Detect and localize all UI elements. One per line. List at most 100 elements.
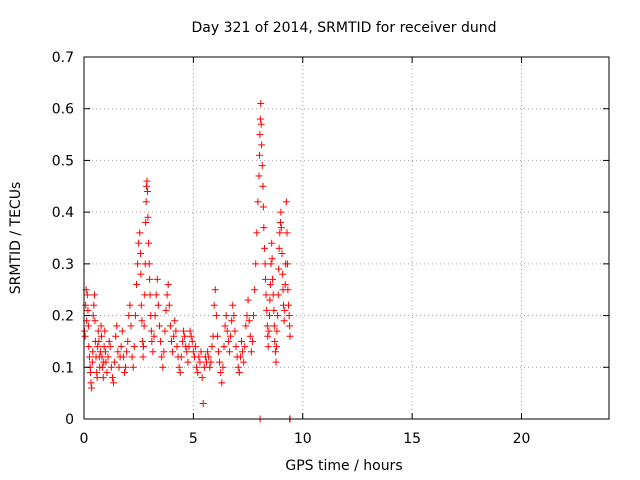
data-point — [270, 306, 278, 314]
data-point — [208, 343, 216, 351]
data-point — [138, 317, 146, 325]
data-point — [220, 343, 228, 351]
data-point — [162, 306, 170, 314]
data-point — [260, 244, 268, 252]
data-point — [230, 312, 238, 320]
x-tick-label: 15 — [403, 431, 421, 447]
data-point — [178, 337, 186, 345]
data-point — [225, 348, 233, 356]
data-point — [101, 348, 109, 356]
data-point — [177, 353, 185, 361]
data-point — [85, 353, 93, 361]
data-point — [136, 250, 144, 258]
data-point — [274, 291, 282, 299]
data-point — [103, 368, 111, 376]
data-point — [255, 172, 263, 180]
y-tick-label: 0.1 — [52, 360, 74, 376]
data-point — [161, 327, 169, 335]
data-point — [155, 322, 163, 330]
data-point — [186, 327, 194, 335]
data-point — [213, 332, 221, 340]
data-point — [160, 348, 168, 356]
y-tick-label: 0.2 — [52, 309, 74, 325]
data-point — [134, 260, 142, 268]
data-point — [264, 343, 272, 351]
data-point — [275, 244, 283, 252]
data-point — [270, 322, 278, 330]
data-point — [229, 301, 237, 309]
data-point — [271, 337, 279, 345]
data-point — [84, 322, 92, 330]
data-point — [180, 327, 188, 335]
data-point — [261, 260, 269, 268]
data-point — [139, 337, 147, 345]
data-point — [251, 286, 259, 294]
data-point — [267, 260, 275, 268]
data-point — [173, 343, 181, 351]
data-point — [85, 343, 93, 351]
data-point — [195, 353, 203, 361]
data-point — [262, 291, 270, 299]
data-point — [276, 218, 284, 226]
data-point — [123, 348, 131, 356]
data-point — [236, 353, 244, 361]
data-point — [285, 301, 293, 309]
data-point — [266, 312, 273, 320]
data-point — [257, 120, 265, 128]
data-point — [219, 363, 227, 371]
data-point — [175, 363, 183, 371]
data-point — [211, 286, 219, 294]
data-point — [176, 368, 184, 376]
data-point — [204, 348, 212, 356]
data-point — [183, 348, 191, 356]
data-point — [265, 327, 273, 335]
y-tick-label: 0.5 — [52, 153, 74, 169]
data-point — [266, 281, 274, 289]
data-point — [122, 363, 130, 371]
data-point — [221, 322, 229, 330]
data-point — [217, 368, 225, 376]
data-point — [244, 296, 252, 304]
data-point — [100, 343, 108, 351]
data-point — [234, 363, 242, 371]
data-point — [142, 198, 150, 206]
data-point — [97, 322, 105, 330]
data-point — [198, 374, 206, 382]
x-tick-label: 10 — [294, 431, 312, 447]
data-point — [90, 301, 98, 309]
data-point — [106, 343, 114, 351]
data-point — [255, 151, 263, 159]
y-tick-label: 0.3 — [52, 257, 74, 273]
data-point — [140, 343, 147, 351]
data-point — [137, 270, 145, 278]
x-tick-label: 0 — [80, 431, 89, 447]
data-point — [147, 327, 155, 335]
data-point — [227, 332, 235, 340]
data-point — [87, 368, 95, 376]
y-tick-label: 0.7 — [52, 50, 74, 66]
data-point — [168, 337, 175, 345]
data-point — [172, 327, 180, 335]
data-point — [149, 348, 157, 356]
data-point — [93, 374, 101, 382]
data-point — [128, 353, 136, 361]
data-point — [181, 332, 189, 340]
data-point — [185, 343, 193, 351]
data-point — [108, 374, 116, 382]
data-point — [262, 275, 270, 283]
data-point — [94, 343, 102, 351]
data-point — [139, 353, 147, 361]
data-point — [136, 229, 144, 237]
data-point — [84, 306, 92, 314]
data-point — [107, 363, 115, 371]
data-point — [145, 260, 153, 268]
data-point — [150, 332, 158, 340]
data-point — [164, 281, 172, 289]
data-point — [286, 322, 294, 330]
y-tick-label: 0.4 — [52, 205, 74, 221]
data-point — [133, 281, 140, 289]
data-point — [143, 177, 151, 185]
data-points — [80, 100, 294, 423]
data-point — [196, 358, 204, 366]
data-point — [142, 218, 150, 226]
